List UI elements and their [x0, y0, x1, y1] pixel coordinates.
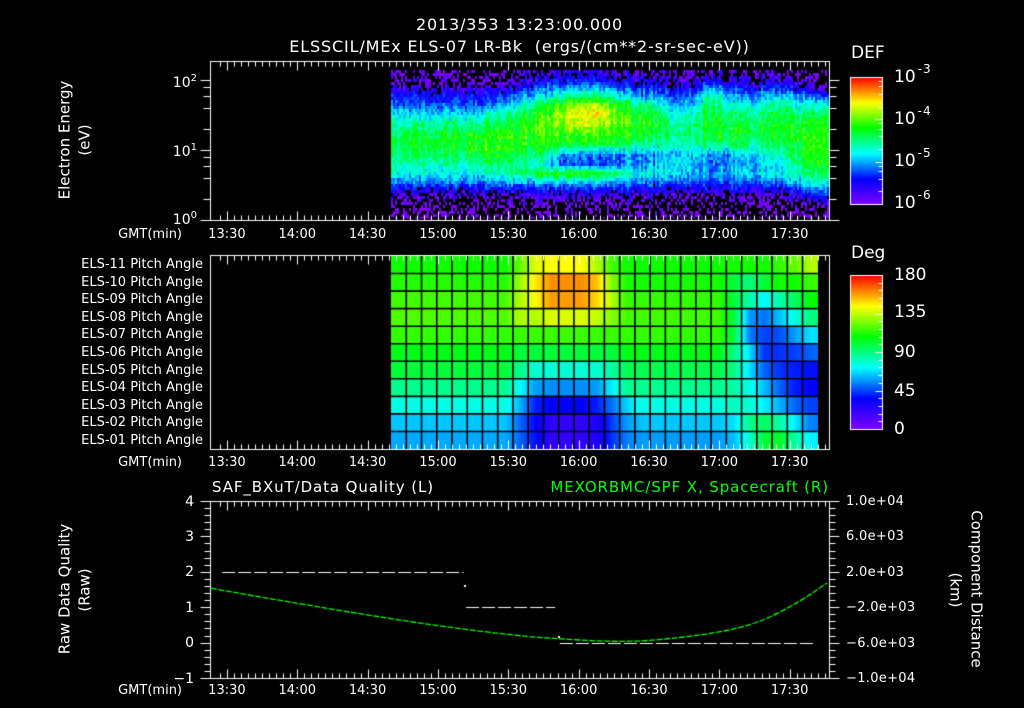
x-tick-label: 13:30 — [208, 454, 246, 470]
right-axis-tick-label: −1.0e+04 — [846, 671, 916, 686]
def-colorbar-title: DEF — [851, 43, 885, 63]
left-axis-tick-label: 1 — [185, 599, 194, 616]
pitch-angle-colorbar — [846, 270, 888, 435]
tick-base: 10 — [894, 192, 916, 213]
x-tick-label: 16:30 — [630, 454, 668, 470]
x-tick-label: 14:00 — [278, 682, 316, 698]
x-tick-label: 16:30 — [630, 682, 668, 698]
x-tick-label: 16:00 — [559, 454, 598, 470]
time-axis-label: GMT(min) — [118, 454, 182, 470]
pitch-colorbar-tick-label: 135 — [894, 302, 927, 323]
right-axis-tick-label: −2.0e+03 — [846, 600, 916, 616]
pitch-row-label: ELS-07 Pitch Angle — [81, 327, 203, 343]
right-axis-tick-label: −6.0e+03 — [846, 635, 916, 651]
x-tick-label: 17:00 — [700, 226, 739, 242]
def-colorbar-tick-label: 10 -6 — [894, 189, 932, 213]
def-colorbar-tick-label: 10 -3 — [894, 63, 932, 87]
tick-exponent: -4 — [917, 104, 932, 118]
energy-axis-units: (eV) — [75, 124, 94, 156]
tick-base: 10 — [894, 67, 916, 87]
data-quality-axis-label: Raw Data Quality — [55, 523, 73, 655]
pitch-colorbar-tick-label: 0 — [894, 419, 905, 439]
def-colorbar-tick-label: 10 -5 — [894, 147, 932, 171]
energy-axis-label: Electron Energy — [55, 80, 74, 200]
tick-exponent: 0 — [190, 210, 197, 221]
x-tick-label: 15:00 — [419, 226, 457, 242]
data-quality-series-title: SAF_BXuT/Data Quality (L) — [212, 478, 434, 496]
x-tick-label: 16:00 — [559, 226, 598, 242]
tick-base: 10 — [894, 109, 916, 129]
pitch-row-label: ELS-04 Pitch Angle — [81, 380, 203, 396]
pitch-row-label: ELS-11 Pitch Angle — [81, 257, 203, 273]
x-tick-label: 15:30 — [489, 454, 527, 470]
pitch-row-label: ELS-01 Pitch Angle — [81, 432, 203, 448]
component-distance-axis-label: Component Distance — [967, 510, 985, 668]
pitch-row-label: ELS-06 Pitch Angle — [81, 345, 203, 360]
pitch-row-label: ELS-03 Pitch Angle — [81, 397, 203, 413]
pitch-colorbar-tick-label: 45 — [894, 380, 916, 401]
pitch-row-label: ELS-08 Pitch Angle — [81, 309, 203, 325]
tick-exponent: 2 — [190, 73, 197, 84]
x-tick-label: 16:00 — [559, 682, 598, 698]
energy-tick-label: 102 — [172, 73, 197, 92]
electron-energy-spectrogram — [190, 52, 850, 227]
x-tick-label: 15:00 — [419, 454, 457, 470]
tick-base: 10 — [172, 75, 191, 91]
tick-base: 10 — [172, 144, 191, 160]
x-tick-label: 17:30 — [770, 226, 809, 242]
left-axis-tick-label: −1 — [173, 670, 194, 687]
x-tick-label: 17:30 — [770, 682, 809, 698]
time-axis-label: GMT(min) — [118, 682, 182, 698]
spacecraft-x-series-title: MEXORBMC/SPF X, Spacecraft (R) — [550, 478, 829, 496]
x-tick-label: 15:30 — [489, 226, 527, 242]
x-tick-label: 13:30 — [208, 226, 246, 242]
right-axis-tick-label: 1.0e+04 — [846, 494, 905, 509]
x-tick-label: 15:30 — [489, 682, 527, 698]
right-axis-tick-label: 6.0e+03 — [846, 529, 905, 545]
energy-tick-label: 101 — [172, 142, 197, 161]
left-axis-tick-label: 3 — [185, 528, 194, 545]
x-tick-label: 14:30 — [348, 454, 387, 470]
x-tick-label: 17:30 — [770, 454, 809, 470]
pitch-colorbar-tick-label: 180 — [894, 264, 927, 285]
pitch-row-label: ELS-09 Pitch Angle — [81, 292, 203, 308]
plot-timestamp: 2013/353 13:23:00.000 — [415, 15, 624, 34]
x-tick-label: 15:00 — [419, 682, 457, 698]
x-tick-label: 17:00 — [700, 682, 739, 698]
energy-tick-label: 100 — [172, 210, 197, 229]
pitch-row-label: ELS-05 Pitch Angle — [81, 362, 203, 378]
x-tick-label: 14:30 — [348, 226, 387, 242]
tick-exponent: -6 — [917, 187, 932, 202]
left-axis-tick-label: 2 — [185, 564, 194, 581]
data-quality-line-plot — [190, 494, 850, 686]
pitch-angle-heatmap — [190, 248, 850, 456]
tick-base: 10 — [172, 212, 191, 228]
data-quality-axis-units: (Raw) — [75, 568, 94, 612]
right-axis-tick-label: 2.0e+03 — [846, 564, 905, 580]
x-tick-label: 14:00 — [278, 454, 316, 470]
component-distance-axis-units: (km) — [946, 572, 965, 608]
def-colorbar — [846, 72, 888, 210]
pitch-row-label: ELS-02 Pitch Angle — [81, 415, 203, 431]
x-tick-label: 13:30 — [208, 682, 246, 698]
tick-base: 10 — [894, 151, 916, 171]
pitch-colorbar-tick-label: 90 — [894, 341, 916, 362]
x-tick-label: 14:30 — [348, 682, 387, 698]
pitch-colorbar-title: Deg — [851, 243, 886, 263]
tick-exponent: -3 — [917, 62, 932, 76]
left-axis-tick-label: 4 — [185, 493, 194, 510]
plot-title: ELSSCIL/MEx ELS-07 LR-Bk (ergs/(cm**2-sr… — [289, 37, 750, 56]
x-tick-label: 17:00 — [700, 454, 739, 470]
pitch-row-label: ELS-10 Pitch Angle — [81, 274, 203, 290]
tick-exponent: 1 — [190, 142, 197, 153]
x-tick-label: 14:00 — [278, 226, 316, 242]
left-axis-tick-label: 0 — [185, 635, 194, 652]
time-axis-label: GMT(min) — [118, 226, 182, 242]
tick-exponent: -5 — [917, 146, 932, 160]
def-colorbar-tick-label: 10 -4 — [894, 105, 932, 129]
x-tick-label: 16:30 — [630, 226, 668, 242]
